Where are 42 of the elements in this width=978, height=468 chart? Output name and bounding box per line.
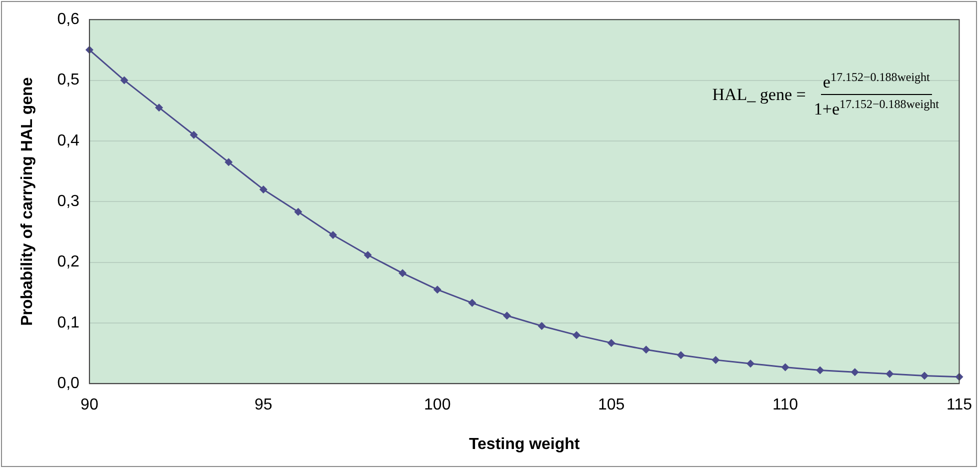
y-tick-label: 0,4 <box>57 132 80 150</box>
y-tick-label: 0,1 <box>57 314 80 332</box>
point <box>364 250 372 259</box>
y-tick-label: 0,6 <box>57 11 80 28</box>
point <box>259 185 268 194</box>
point <box>502 312 511 320</box>
point <box>155 104 164 112</box>
point <box>328 230 337 239</box>
point <box>294 208 302 216</box>
x-tick-label: 105 <box>598 396 625 414</box>
point <box>398 269 407 278</box>
x-tick-label: 115 <box>946 396 972 414</box>
x-tick-label: 100 <box>424 396 451 414</box>
point <box>676 351 685 360</box>
x-tick-label: 95 <box>254 396 272 414</box>
x-tick-label: 110 <box>772 396 798 414</box>
annotation: 1+e$^{17.152−0.188weight}$ <box>812 96 940 120</box>
y-tick-label: 0,2 <box>57 254 80 271</box>
point <box>190 130 198 139</box>
point <box>120 76 128 84</box>
point <box>746 360 754 368</box>
point <box>781 363 790 372</box>
point <box>850 368 859 376</box>
point <box>572 331 581 340</box>
point <box>816 366 824 374</box>
point <box>607 338 616 347</box>
annotation: HAL_ gene = <box>712 84 806 105</box>
y-tick-label: 0,5 <box>57 72 80 89</box>
point <box>433 286 442 294</box>
annotation: e$^{17.152−0.188weight}$ <box>820 70 932 96</box>
y-tick-label: 0,3 <box>57 193 80 210</box>
point <box>224 158 233 166</box>
point <box>642 346 650 354</box>
point <box>886 370 894 378</box>
point <box>468 298 476 307</box>
y-tick-label: 0,0 <box>57 375 80 392</box>
x-tick-label: 90 <box>80 396 98 414</box>
point <box>920 372 928 380</box>
point <box>712 356 720 364</box>
x-axis-title: Testing weight <box>468 436 580 453</box>
point <box>538 322 546 330</box>
y-axis-title: Probability of carrying HAL gene <box>19 77 36 326</box>
